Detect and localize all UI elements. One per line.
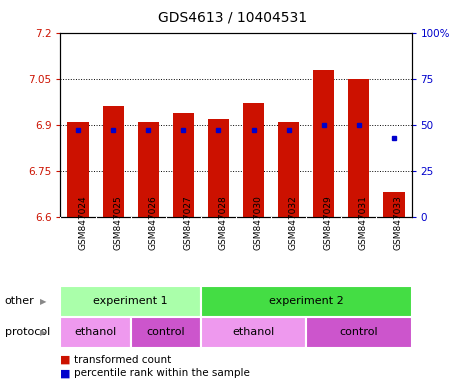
Text: GSM847033: GSM847033: [394, 195, 403, 250]
Text: ▶: ▶: [40, 328, 46, 337]
Text: ■: ■: [60, 355, 71, 365]
Bar: [278, 122, 299, 217]
Text: experiment 2: experiment 2: [269, 296, 344, 306]
Text: transformed count: transformed count: [74, 355, 172, 365]
Bar: [60, 286, 201, 317]
Text: ■: ■: [60, 368, 71, 378]
Bar: [131, 317, 201, 348]
Bar: [306, 317, 412, 348]
Bar: [384, 192, 405, 217]
Bar: [103, 106, 124, 217]
Text: ethanol: ethanol: [74, 327, 117, 337]
Text: GSM847032: GSM847032: [289, 195, 298, 250]
Text: GDS4613 / 10404531: GDS4613 / 10404531: [158, 11, 307, 25]
Text: GSM847027: GSM847027: [183, 195, 193, 250]
Bar: [313, 70, 334, 217]
Text: GSM847030: GSM847030: [253, 195, 263, 250]
Bar: [173, 113, 194, 217]
Text: percentile rank within the sample: percentile rank within the sample: [74, 368, 250, 378]
Text: other: other: [5, 296, 34, 306]
Text: GSM847029: GSM847029: [324, 195, 333, 250]
Text: ▶: ▶: [40, 297, 46, 306]
Text: protocol: protocol: [5, 327, 50, 337]
Bar: [348, 79, 369, 217]
Bar: [201, 286, 412, 317]
Bar: [60, 317, 131, 348]
Bar: [138, 122, 159, 217]
Text: GSM847025: GSM847025: [113, 195, 122, 250]
Text: experiment 1: experiment 1: [93, 296, 168, 306]
Bar: [208, 119, 229, 217]
Text: GSM847024: GSM847024: [78, 195, 87, 250]
Bar: [67, 122, 88, 217]
Bar: [243, 103, 264, 217]
Bar: [201, 317, 306, 348]
Text: GSM847031: GSM847031: [359, 195, 368, 250]
Text: GSM847026: GSM847026: [148, 195, 157, 250]
Text: control: control: [339, 327, 378, 337]
Text: GSM847028: GSM847028: [219, 195, 227, 250]
Text: control: control: [146, 327, 185, 337]
Text: ethanol: ethanol: [232, 327, 275, 337]
